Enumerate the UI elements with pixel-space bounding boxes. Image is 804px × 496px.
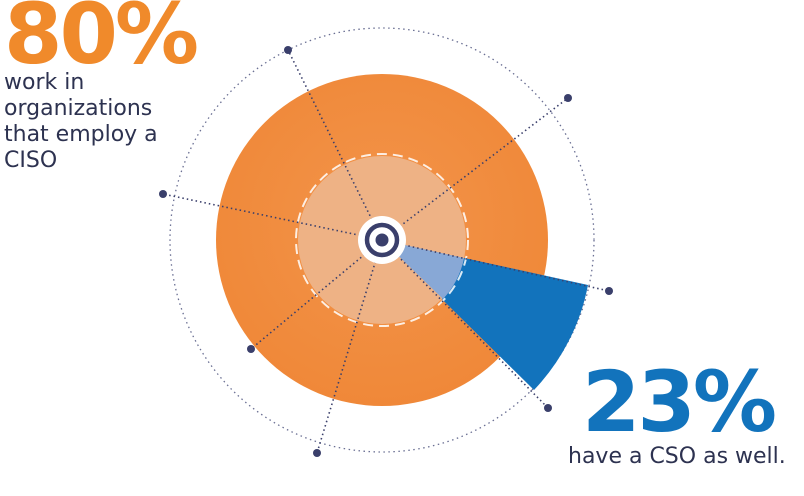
spoke-line	[250, 239, 383, 350]
spoke-dot	[544, 404, 552, 412]
spoke-line	[381, 97, 569, 241]
spoke-dot	[284, 46, 292, 54]
spoke-dots	[159, 46, 613, 457]
spoke-line	[287, 49, 383, 241]
stat-caption-23: have a CSO as well.	[568, 444, 786, 469]
stat-value-80: 80%	[4, 0, 199, 83]
outer-dotted-ring	[169, 27, 595, 453]
spoke-line	[316, 239, 383, 454]
spoke-dot	[313, 449, 321, 457]
spoke-line	[381, 239, 610, 292]
stat-value-23: 23%	[581, 353, 777, 451]
spokes	[162, 49, 610, 454]
stat-employ-ciso: 80% work in organizations that employ a …	[4, 0, 234, 174]
spoke-line	[162, 193, 383, 241]
spoke-dot	[605, 287, 613, 295]
target-icon	[358, 216, 406, 264]
stat-caption-80: work in organizations that employ a CISO	[4, 70, 158, 173]
blue-wedge-inner	[382, 240, 464, 299]
spoke-dot	[564, 94, 572, 102]
inner-dashed-ring	[295, 153, 469, 327]
spoke-dot	[247, 345, 255, 353]
stat-have-cso: 23% have a CSO as well.	[562, 360, 802, 470]
spoke-dot	[159, 190, 167, 198]
spoke-line	[381, 239, 549, 409]
